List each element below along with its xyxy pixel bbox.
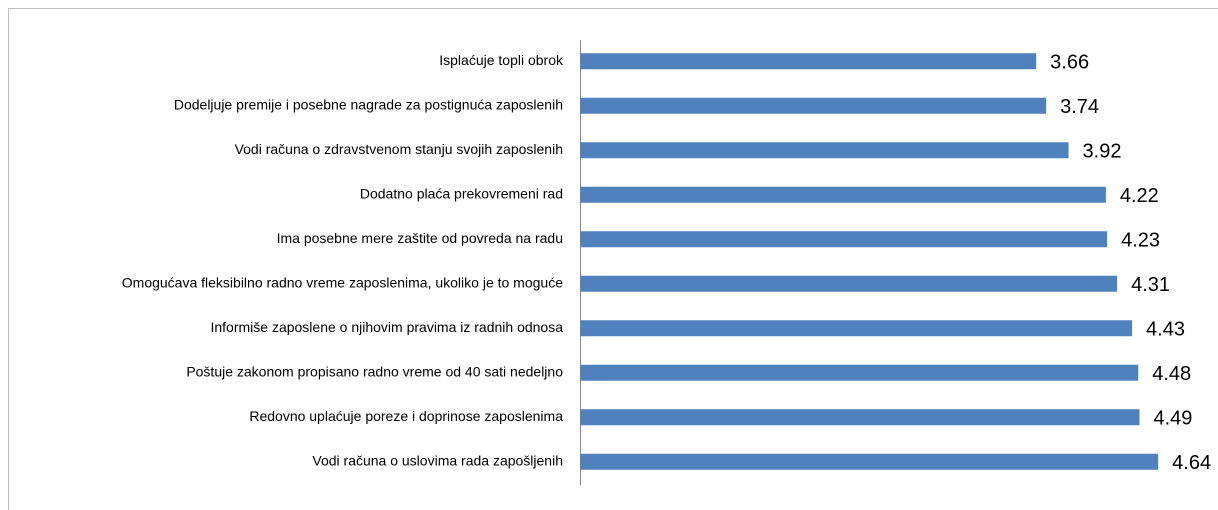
data-label: 4.43: [1146, 319, 1185, 341]
category-label: Informiše zaposlene o njihovim pravima i…: [210, 319, 563, 335]
category-label: Dodeljuje premije i posebne nagrade za p…: [174, 96, 563, 112]
bar: [580, 275, 1118, 292]
bar: [580, 53, 1037, 70]
data-label: 4.48: [1152, 363, 1191, 385]
category-label: Redovno uplaćuje poreze i doprinose zapo…: [249, 408, 563, 424]
data-label: 4.64: [1172, 452, 1211, 474]
bar: [580, 364, 1139, 381]
category-label: Omogućava fleksibilno radno vreme zaposl…: [122, 274, 563, 290]
category-label: Dodatno plaća prekovremeni rad: [360, 185, 563, 201]
category-label: Poštuje zakonom propisano radno vreme od…: [186, 363, 563, 379]
category-label: Isplaćuje topli obrok: [439, 52, 564, 68]
bar: [580, 320, 1133, 337]
category-label: Vodi računa o zdravstvenom stanju svojih…: [235, 141, 563, 157]
category-label: Vodi računa o uslovima rada zapošljenih: [312, 452, 563, 468]
chart-frame: [8, 8, 1218, 510]
data-label: 3.92: [1083, 141, 1122, 163]
data-label: 4.22: [1120, 185, 1159, 207]
data-label: 4.23: [1121, 230, 1160, 252]
data-label: 4.31: [1131, 274, 1170, 296]
data-label: 3.74: [1060, 96, 1099, 118]
bar: [580, 186, 1106, 203]
bar: [580, 453, 1159, 470]
bar: [580, 409, 1140, 426]
bar: [580, 231, 1108, 248]
category-label: Ima posebne mere zaštite od povreda na r…: [277, 230, 563, 246]
bar: [580, 142, 1069, 159]
bar: [580, 97, 1047, 114]
data-label: 3.66: [1050, 52, 1089, 74]
data-label: 4.49: [1154, 408, 1193, 430]
